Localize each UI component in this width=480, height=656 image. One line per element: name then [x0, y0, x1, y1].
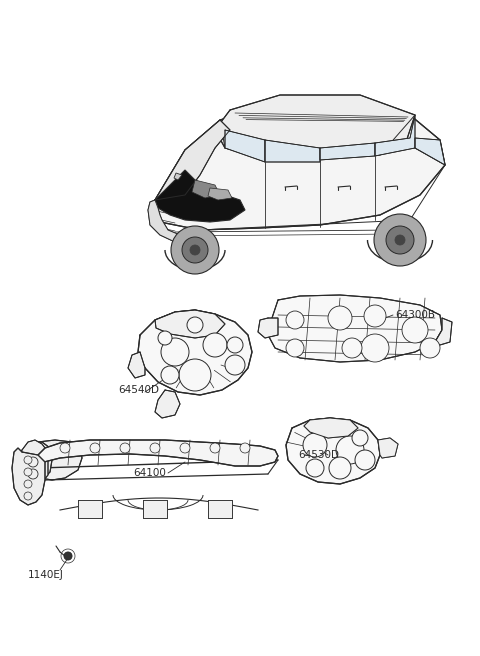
- Text: 64530D: 64530D: [298, 450, 339, 460]
- Polygon shape: [286, 418, 380, 484]
- Circle shape: [179, 359, 211, 391]
- Circle shape: [158, 331, 172, 345]
- Circle shape: [364, 305, 386, 327]
- Circle shape: [286, 339, 304, 357]
- Circle shape: [336, 436, 364, 464]
- Polygon shape: [268, 295, 442, 362]
- Polygon shape: [258, 318, 278, 338]
- Polygon shape: [22, 440, 82, 480]
- Circle shape: [328, 306, 352, 330]
- Circle shape: [171, 226, 219, 274]
- Circle shape: [60, 443, 70, 453]
- Polygon shape: [128, 352, 145, 378]
- Circle shape: [342, 338, 362, 358]
- Polygon shape: [18, 440, 48, 488]
- Text: 64540D: 64540D: [118, 385, 159, 395]
- Circle shape: [28, 457, 38, 467]
- Circle shape: [90, 443, 100, 453]
- Circle shape: [24, 456, 32, 464]
- Polygon shape: [138, 310, 252, 395]
- Circle shape: [24, 492, 32, 500]
- Circle shape: [203, 333, 227, 357]
- Circle shape: [303, 433, 327, 457]
- Circle shape: [210, 443, 220, 453]
- Polygon shape: [143, 500, 167, 518]
- Circle shape: [182, 237, 208, 263]
- Polygon shape: [208, 500, 232, 518]
- Circle shape: [329, 457, 351, 479]
- Polygon shape: [148, 200, 210, 245]
- Circle shape: [420, 338, 440, 358]
- Circle shape: [161, 366, 179, 384]
- Polygon shape: [12, 448, 45, 505]
- Circle shape: [386, 226, 414, 254]
- Circle shape: [395, 235, 405, 245]
- Polygon shape: [225, 130, 265, 162]
- Polygon shape: [155, 390, 180, 418]
- Text: 1140EJ: 1140EJ: [28, 570, 64, 580]
- Circle shape: [286, 311, 304, 329]
- Circle shape: [225, 355, 245, 375]
- Circle shape: [64, 552, 72, 560]
- Polygon shape: [20, 442, 52, 480]
- Text: 64300B: 64300B: [395, 310, 435, 320]
- Circle shape: [355, 450, 375, 470]
- Polygon shape: [320, 143, 375, 160]
- Polygon shape: [155, 100, 445, 230]
- Circle shape: [402, 317, 428, 343]
- Text: 64100: 64100: [133, 468, 166, 478]
- Circle shape: [240, 443, 250, 453]
- Polygon shape: [78, 500, 102, 518]
- Polygon shape: [304, 418, 358, 438]
- Circle shape: [190, 245, 200, 255]
- Circle shape: [361, 334, 389, 362]
- Polygon shape: [435, 318, 452, 345]
- Polygon shape: [375, 115, 415, 156]
- Circle shape: [24, 480, 32, 488]
- Polygon shape: [265, 140, 320, 162]
- Circle shape: [120, 443, 130, 453]
- Polygon shape: [192, 180, 220, 198]
- Circle shape: [306, 459, 324, 477]
- Circle shape: [161, 338, 189, 366]
- Polygon shape: [215, 95, 415, 158]
- Polygon shape: [415, 138, 445, 165]
- Polygon shape: [208, 188, 232, 200]
- Polygon shape: [378, 438, 398, 458]
- Polygon shape: [155, 170, 245, 222]
- Circle shape: [180, 443, 190, 453]
- Polygon shape: [155, 120, 230, 200]
- Circle shape: [150, 443, 160, 453]
- Circle shape: [28, 469, 38, 479]
- Circle shape: [374, 214, 426, 266]
- Polygon shape: [38, 440, 278, 466]
- Polygon shape: [155, 310, 225, 338]
- Circle shape: [352, 430, 368, 446]
- Circle shape: [24, 468, 32, 476]
- Circle shape: [227, 337, 243, 353]
- Circle shape: [187, 317, 203, 333]
- Polygon shape: [174, 173, 182, 180]
